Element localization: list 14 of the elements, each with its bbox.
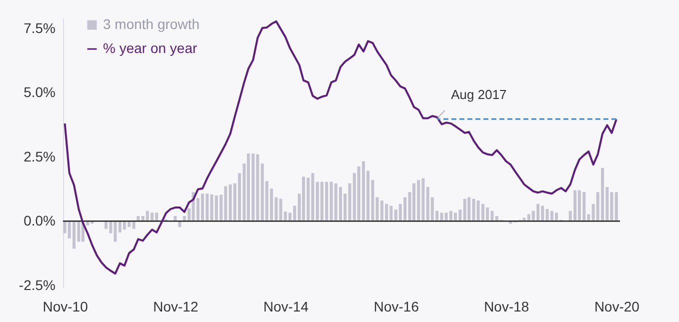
legend-label: % year on year [103,40,198,56]
x-tick-label: Nov-12 [153,298,198,314]
y-tick-label: -2.5% [18,276,56,293]
y-tick-label: 0.0% [24,212,56,229]
annotation: Aug 2017 [451,87,507,102]
x-tick-label: Nov-20 [594,298,640,314]
y-tick-label: 2.5% [24,148,56,164]
legend-label: 3 month growth [103,16,200,32]
x-tick-label: Nov-14 [263,298,309,314]
x-tick-label: Nov-16 [374,298,420,314]
x-tick-label: Nov-18 [484,298,530,314]
y-tick-label: 5.0% [24,84,56,100]
x-tick-label: Nov-10 [42,298,88,314]
y-tick-label: 7.5% [24,20,56,36]
